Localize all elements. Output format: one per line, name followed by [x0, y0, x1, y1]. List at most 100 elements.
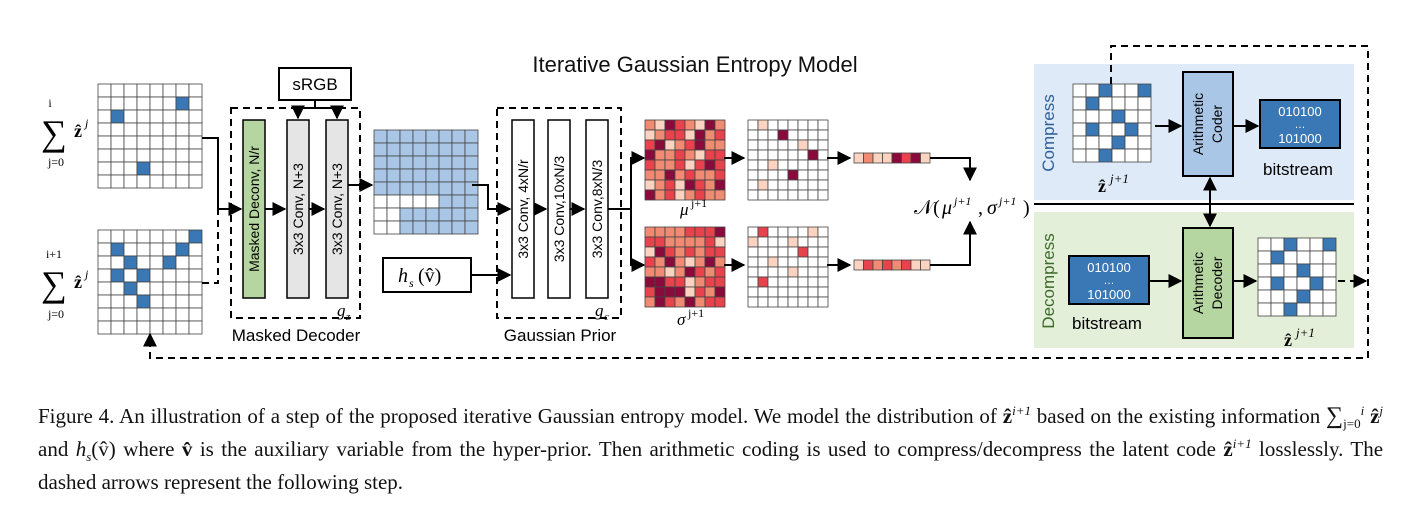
svg-text:j=0: j=0 — [47, 307, 64, 321]
caption-z-next-sup: i+1 — [1012, 403, 1031, 418]
svg-text:s: s — [409, 276, 414, 290]
arithmetic-coder-label-2: Coder — [1209, 105, 1225, 143]
sum-top: i ∑ j=0 ẑ j — [41, 96, 89, 169]
caption-and: and — [38, 437, 69, 461]
sigma-label: σ j+1 — [677, 306, 704, 329]
svg-text:(v̂): (v̂) — [418, 265, 441, 287]
decompress-bits-2: … — [1104, 275, 1115, 287]
arithmetic-decoder-label-2: Decoder — [1209, 256, 1225, 309]
svg-text:h: h — [398, 265, 408, 287]
gaussian-prior-box — [496, 107, 622, 319]
svg-text:j=0: j=0 — [47, 155, 64, 169]
svg-text:,: , — [978, 197, 983, 219]
compress-side-label: Compress — [1039, 94, 1058, 171]
svg-text:σ: σ — [677, 310, 686, 329]
figure-diagram: Iterative Gaussian Entropy Model i ∑ j=0… — [41, 45, 1369, 359]
decompress-z-label: ẑ j+1 — [1284, 325, 1315, 350]
decompress-bitstream-label: bitstream — [1072, 314, 1142, 333]
gaussian-prior-caption: Gaussian Prior — [504, 326, 617, 345]
masked-decoder-caption: Masked Decoder — [232, 326, 361, 345]
caption-z-code: ẑ — [1223, 437, 1233, 461]
compress-z-label: ẑ j+1 — [1098, 171, 1129, 196]
conv-layer-2 — [325, 119, 349, 299]
svg-text:j+1: j+1 — [1108, 171, 1129, 186]
svg-text:j: j — [83, 116, 89, 130]
conv-1-label: 3x3 Conv, N+3 — [290, 163, 306, 255]
compress-bits-box — [1259, 99, 1341, 149]
compress-bits-3: 101000 — [1278, 131, 1321, 146]
dashed-arrows — [143, 45, 1369, 359]
sigma-strip — [853, 259, 931, 271]
gc-label: g c — [595, 301, 609, 323]
normal-distribution-label: 𝒩( μ j+1 , σ j+1 ) — [914, 194, 1030, 219]
caption-sum-upper: i — [1360, 403, 1365, 418]
sum-bottom: i+1 ∑ j=0 ẑ j — [41, 247, 89, 321]
svg-text:j: j — [83, 267, 89, 281]
gz-label: g z — [337, 301, 351, 323]
svg-text:σ: σ — [987, 197, 998, 219]
prior-layer-3-label: 3x3 Conv,8xN/3 — [589, 160, 605, 259]
svg-text:c: c — [604, 311, 609, 323]
svg-text:∑: ∑ — [41, 113, 67, 153]
caption-hs-sub: s — [86, 449, 92, 465]
svg-text:j+1: j+1 — [997, 194, 1016, 208]
arithmetic-coder-label-1: Arithmetic — [1190, 93, 1206, 155]
svg-text:i+1: i+1 — [46, 247, 62, 261]
caption-z-j: ẑ — [1370, 404, 1380, 428]
svg-text:∑: ∑ — [41, 264, 67, 304]
svg-text:z: z — [345, 311, 351, 323]
caption-hs: h — [75, 437, 87, 461]
svg-text:j+1: j+1 — [690, 196, 707, 210]
mu-strip — [853, 152, 931, 164]
compress-latent-grid — [1072, 83, 1152, 163]
arithmetic-decoder-label-1: Arithmetic — [1190, 252, 1206, 314]
arithmetic-decoder-box — [1182, 227, 1234, 339]
srgb-label: sRGB — [292, 75, 337, 94]
decompress-bits-box — [1068, 255, 1150, 305]
svg-text:ẑ: ẑ — [74, 121, 82, 141]
figure-title: Iterative Gaussian Entropy Model — [532, 52, 857, 77]
conv-2-label: 3x3 Conv, N+3 — [329, 163, 345, 255]
caption-part2: based on the existing information — [1036, 404, 1321, 428]
compress-bits-1: 010100 — [1278, 104, 1321, 119]
hyper-input-box — [382, 257, 472, 293]
caption-figure-label: Figure 4. — [38, 404, 115, 428]
svg-text:ẑ: ẑ — [1284, 330, 1292, 350]
decompress-bits-1: 010100 — [1087, 260, 1130, 275]
caption-v-hat: v̂ — [181, 437, 193, 461]
caption-sum: ∑ — [1326, 403, 1344, 429]
svg-text:g: g — [337, 301, 346, 320]
prior-layer-1-label: 3x3 Conv, 4xN/r — [515, 159, 531, 259]
svg-text:ẑ: ẑ — [74, 272, 82, 292]
caption-part3: where — [123, 437, 175, 461]
svg-text:μ: μ — [941, 197, 952, 219]
svg-text:j+1: j+1 — [1294, 325, 1315, 340]
caption-part5: losslessly. The dashed arrows represent … — [38, 437, 1384, 494]
masked-deconv-label: Masked Deconv, N/r — [246, 146, 262, 272]
caption-z-next: ẑ — [1002, 404, 1013, 428]
arrows — [202, 100, 1354, 288]
compress-bits-2: … — [1295, 119, 1306, 131]
svg-text:j+1: j+1 — [687, 306, 704, 320]
decompress-side-label: Decompress — [1039, 233, 1058, 328]
mu-label: μ j+1 — [679, 196, 707, 219]
decompress-latent-grid — [1257, 237, 1337, 317]
sigma-selected-grid — [747, 226, 829, 308]
latent-grid-bottom — [97, 229, 203, 335]
caption-sum-lower: j=0 — [1343, 416, 1361, 432]
mu-heatmap — [644, 119, 726, 201]
svg-text:i: i — [48, 96, 52, 110]
caption-z-j-sup: j — [1379, 403, 1384, 418]
decoded-blue-grid — [373, 129, 479, 235]
srgb-box — [278, 67, 352, 101]
decompress-bits-3: 101000 — [1087, 287, 1130, 302]
prior-layer-2-label: 3x3 Conv,10xN/3 — [551, 156, 567, 263]
hyper-input-label: h s (v̂) — [398, 265, 441, 290]
svg-text:): ) — [1023, 197, 1030, 219]
latent-grid-top — [97, 83, 203, 189]
svg-text:μ: μ — [679, 200, 689, 219]
caption-hs-arg: (v̂) — [91, 437, 116, 461]
sigma-heatmap — [644, 226, 726, 308]
compress-bitstream-label: bitstream — [1263, 160, 1333, 179]
caption-z-code-sup: i+1 — [1232, 436, 1252, 451]
